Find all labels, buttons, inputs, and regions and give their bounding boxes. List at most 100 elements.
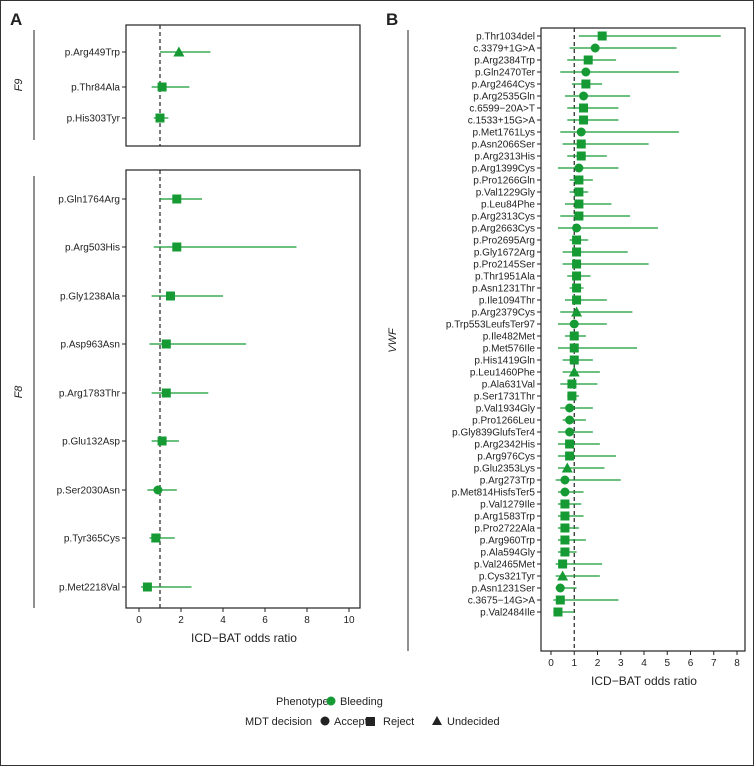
panel-f9-frame [125,24,361,147]
panel-vwf-point-reject [560,547,570,557]
panel-vwf-row-label: p.Pro1266Leu [472,416,535,427]
panel-vwf-row-label: p.Arg976Cys [477,452,535,463]
panel-vwf-row-label: p.Pro2722Ala [474,524,535,535]
panel-vwf-row-label: c.6599−20A>T [469,104,535,115]
legend-undecided-label: Undecided [447,716,500,728]
panel-vwf-point-reject [567,379,577,389]
panel-vwf-point-reject [565,451,575,461]
panel-vwf-row-label: p.Val1229Gly [476,188,535,199]
panel-vwf-row-label: p.Arg2663Cys [472,224,535,235]
panel-vwf-point-undecided [561,462,573,473]
panel-f9-plot: F9 p.Arg449Trp p.Thr84Ala p.His303Tyr [13,24,361,147]
panel-vwf-row-label: p.Arg960Trp [480,536,536,547]
panel-vwf-point-reject [553,607,563,617]
panel-vwf-x-tick-label: 8 [734,658,740,669]
panel-vwf-point-reject [572,235,582,245]
panel-vwf-row-label: p.Cys321Tyr [479,572,536,583]
panel-f8-row-label: p.Ser2030Asn [57,486,120,497]
panel-f8-point-accept [153,485,163,495]
legend-reject-label: Reject [383,716,414,728]
legend-phenotype-title: Phenotype [276,696,329,708]
panel-vwf-point-reject [581,79,591,89]
panel-f8-x-tick-label: 6 [262,615,268,626]
panel-vwf-point-accept [560,475,570,485]
panel-f9-point-reject [155,113,165,123]
panel-vwf-point-undecided [571,306,583,317]
panel-f8-row-label: p.Glu132Asp [62,437,120,448]
panel-vwf-point-accept [576,127,586,137]
panel-vwf-row-label: p.Asn1231Thr [472,284,535,295]
panel-vwf-row-label: p.Val2465Met [474,560,535,571]
panel-vwf-point-reject [560,523,570,533]
panel-vwf-frame [540,27,746,652]
panel-vwf-row-label: p.Arg2379Cys [472,308,535,319]
panel-vwf-row-label: p.Arg2464Cys [472,80,535,91]
panel-f9-group-label: F9 [13,79,25,92]
panel-vwf-point-accept [572,223,582,233]
panel-vwf-row-label: c.1533+15G>A [468,116,536,127]
panel-vwf-row-label: p.Asn2066Ser [472,140,536,151]
panel-b-label: B [386,10,398,29]
panel-vwf-point-accept [590,43,600,53]
legend-reject-marker [366,717,375,726]
panel-vwf-point-reject [579,103,589,113]
panel-vwf-point-accept [574,163,584,173]
panel-f8-row-label: p.Gln1764Arg [58,195,120,206]
panel-vwf-row-label: p.Pro2145Ser [473,260,535,271]
panel-vwf-row-label: p.Met576Ile [483,344,536,355]
panel-vwf-point-reject [567,391,577,401]
panel-f8-row-label: p.Arg503His [65,243,120,254]
panel-vwf-row-label: p.Val1279Ile [480,500,535,511]
panel-vwf-point-reject [565,439,575,449]
panel-vwf-row-label: p.Pro2695Arg [473,236,535,247]
legend: Phenotype Bleeding MDT decision Accept R… [245,696,500,728]
panel-vwf-point-reject [572,271,582,281]
panel-vwf-row-label: p.Met1761Lys [473,128,535,139]
panel-vwf-row-label: p.Gly1672Arg [474,248,535,259]
panel-vwf-row-label: p.Arg2535Gln [473,92,535,103]
panel-vwf-row-label: p.Trp553LeufsTer97 [446,320,536,331]
panel-vwf-group-label: VWF [387,327,399,353]
legend-bleeding-marker [326,696,336,706]
panel-vwf-point-accept [579,91,589,101]
panel-vwf-point-reject [576,139,586,149]
panel-vwf-point-reject [579,115,589,125]
panel-vwf-row-label: p.Gly839GlufsTer4 [452,428,535,439]
panel-vwf-row-label: c.3379+1G>A [473,44,535,55]
panel-f8-x-tick-label: 0 [136,615,142,626]
panel-vwf-row-label: p.Asn1231Ser [472,584,536,595]
panel-vwf-plot: VWFp.Thr1034delc.3379+1G>Ap.Arg2384Trpp.… [387,27,746,688]
legend-decision-title: MDT decision [245,716,312,728]
panel-f9-row-label: p.Arg449Trp [65,48,121,59]
panel-vwf-point-reject [574,175,584,185]
panel-f8-point-reject [172,242,182,252]
panel-vwf-x-tick-label: 5 [664,658,670,669]
panel-vwf-row-label: p.Gln2470Ter [475,68,536,79]
panel-vwf-row-label: p.Val1934Gly [476,404,535,415]
panel-f8-row-label: p.Asp963Asn [61,340,121,351]
panel-f8-point-reject [161,388,171,398]
panel-vwf-row-label: p.Met814HisfsTer5 [452,488,536,499]
panel-vwf-point-accept [560,487,570,497]
panel-vwf-point-accept [565,415,575,425]
panel-f9-point-undecided [173,46,185,57]
panel-vwf-row-label: p.Arg273Trp [480,476,536,487]
panel-vwf-point-accept [555,583,565,593]
panel-vwf-row-label: p.Ala631Val [482,380,535,391]
panel-vwf-row-label: p.Ser1731Thr [474,392,536,403]
panel-vwf-point-accept [581,67,591,77]
panel-vwf-x-tick-label: 4 [641,658,647,669]
panel-vwf-x-axis-title: ICD−BAT odds ratio [591,674,697,688]
panel-f8-x-tick-label: 4 [220,615,226,626]
panel-vwf-row-label: p.Arg1399Cys [472,164,535,175]
panel-vwf-point-reject [597,31,607,41]
plots-layer: F9 p.Arg449Trp p.Thr84Ala p.His303Tyr F8 p.Gl… [13,24,746,688]
panel-f8-x-tick-label: 2 [178,615,184,626]
panel-f8-x-tick-label: 8 [304,615,310,626]
panel-vwf-row-label: p.Arg2313His [474,152,535,163]
panel-vwf-x-tick-label: 3 [618,658,624,669]
panel-vwf-point-reject [558,559,568,569]
panel-vwf-point-reject [572,259,582,269]
panel-vwf-row-label: p.Leu1460Phe [470,368,536,379]
